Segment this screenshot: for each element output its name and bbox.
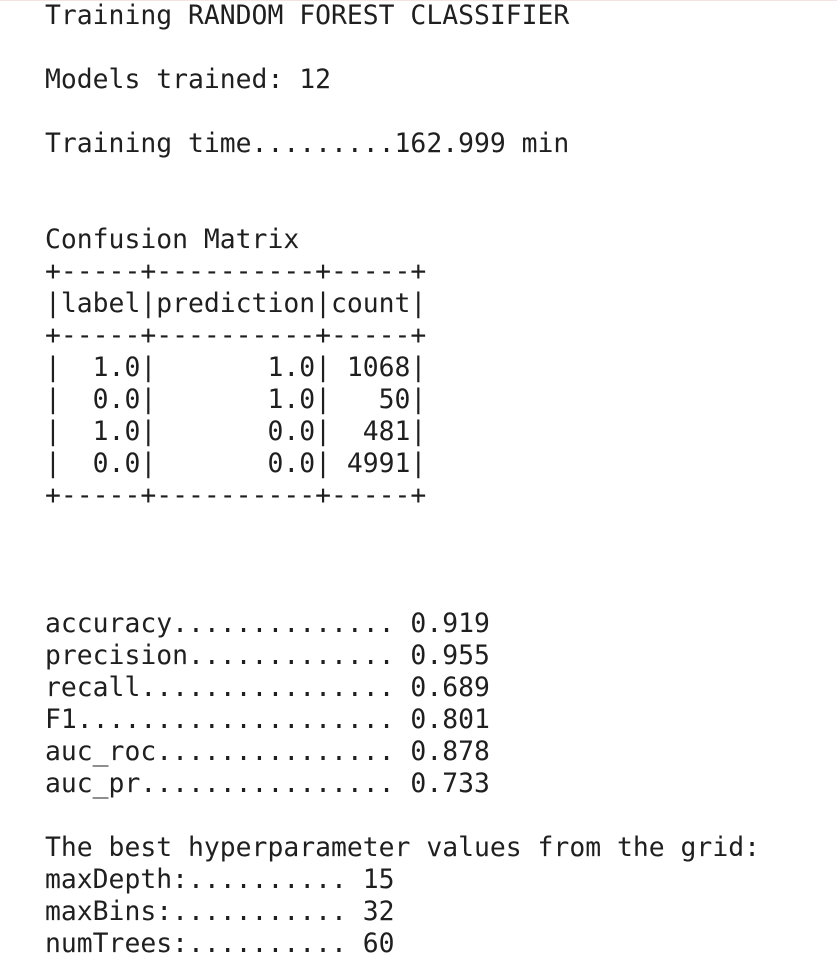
blank-line <box>45 96 760 128</box>
table-row: | 1.0| 1.0| 1068| <box>45 352 427 383</box>
metric-recall: recall................ 0.689 <box>45 672 490 703</box>
table-border-top: +-----+----------+-----+ <box>45 256 427 287</box>
param-num-trees: numTrees:.......... 60 <box>45 928 395 959</box>
blank-line <box>45 192 760 224</box>
training-header: Training RANDOM FOREST CLASSIFIER <box>45 0 570 31</box>
metric-auc-roc: auc_roc............... 0.878 <box>45 736 490 767</box>
blank-line <box>45 160 760 192</box>
table-row: | 0.0| 1.0| 50| <box>45 384 427 415</box>
blank-line <box>45 512 760 544</box>
table-row: | 0.0| 0.0| 4991| <box>45 448 427 479</box>
best-params-title: The best hyperparameter values from the … <box>45 832 760 863</box>
table-header: |label|prediction|count| <box>45 288 427 319</box>
table-row: | 1.0| 0.0| 481| <box>45 416 427 447</box>
param-max-depth: maxDepth:.......... 15 <box>45 864 395 895</box>
table-border-bottom: +-----+----------+-----+ <box>45 480 427 511</box>
blank-line <box>45 32 760 64</box>
metric-accuracy: accuracy.............. 0.919 <box>45 608 490 639</box>
notebook-output: Training RANDOM FOREST CLASSIFIER Models … <box>45 0 760 960</box>
blank-line <box>45 576 760 608</box>
metric-f1: F1.................... 0.801 <box>45 704 490 735</box>
confusion-matrix-title: Confusion Matrix <box>45 224 300 255</box>
param-max-bins: maxBins:........... 32 <box>45 896 395 927</box>
training-time: Training time.........162.999 min <box>45 128 570 159</box>
metric-precision: precision............. 0.955 <box>45 640 490 671</box>
table-border-mid: +-----+----------+-----+ <box>45 320 427 351</box>
blank-line <box>45 544 760 576</box>
metric-auc-pr: auc_pr................ 0.733 <box>45 768 490 799</box>
models-trained: Models trained: 12 <box>45 64 331 95</box>
blank-line <box>45 800 760 832</box>
top-rule <box>0 0 837 1</box>
